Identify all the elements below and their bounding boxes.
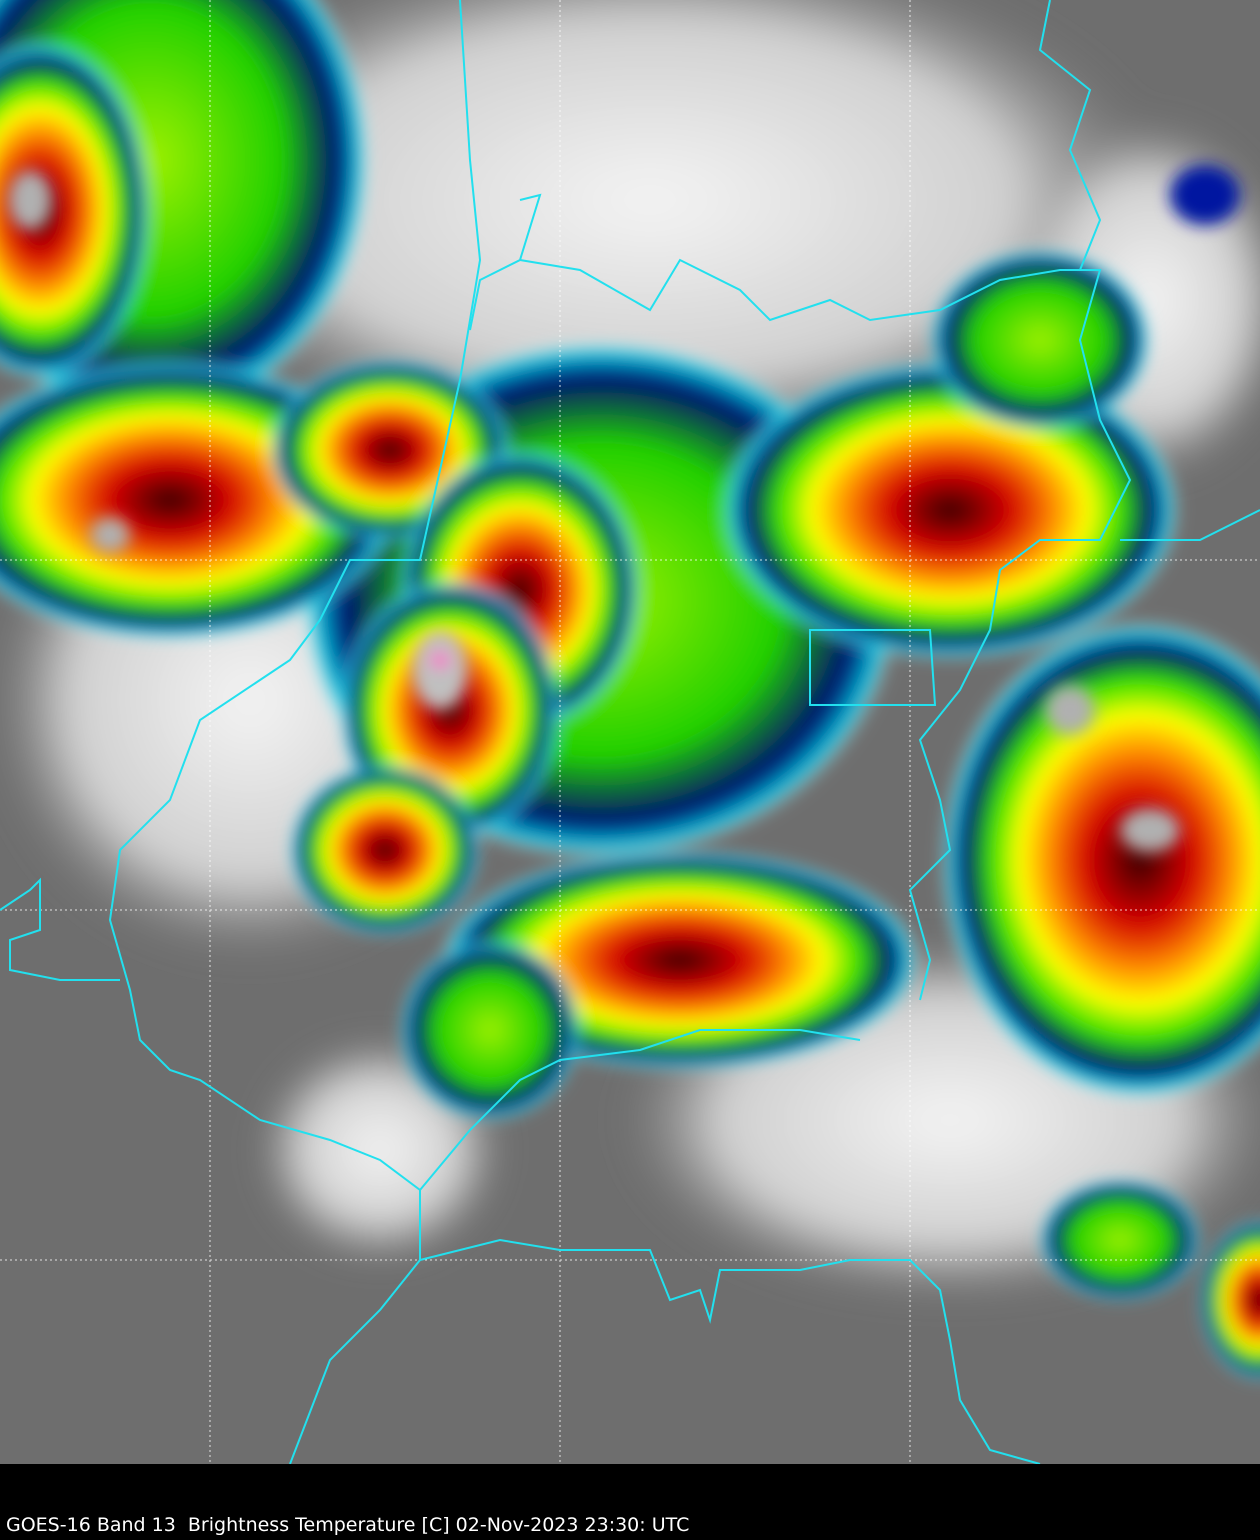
image-caption: GOES-16 Band 13 Brightness Temperature [… [6, 1514, 690, 1536]
overshooting-tops [8, 170, 1180, 852]
satellite-image [0, 0, 1260, 1464]
political-borders [0, 0, 1260, 1464]
convective-cloud-systems [0, 0, 1260, 1380]
graticule [0, 0, 1260, 1464]
